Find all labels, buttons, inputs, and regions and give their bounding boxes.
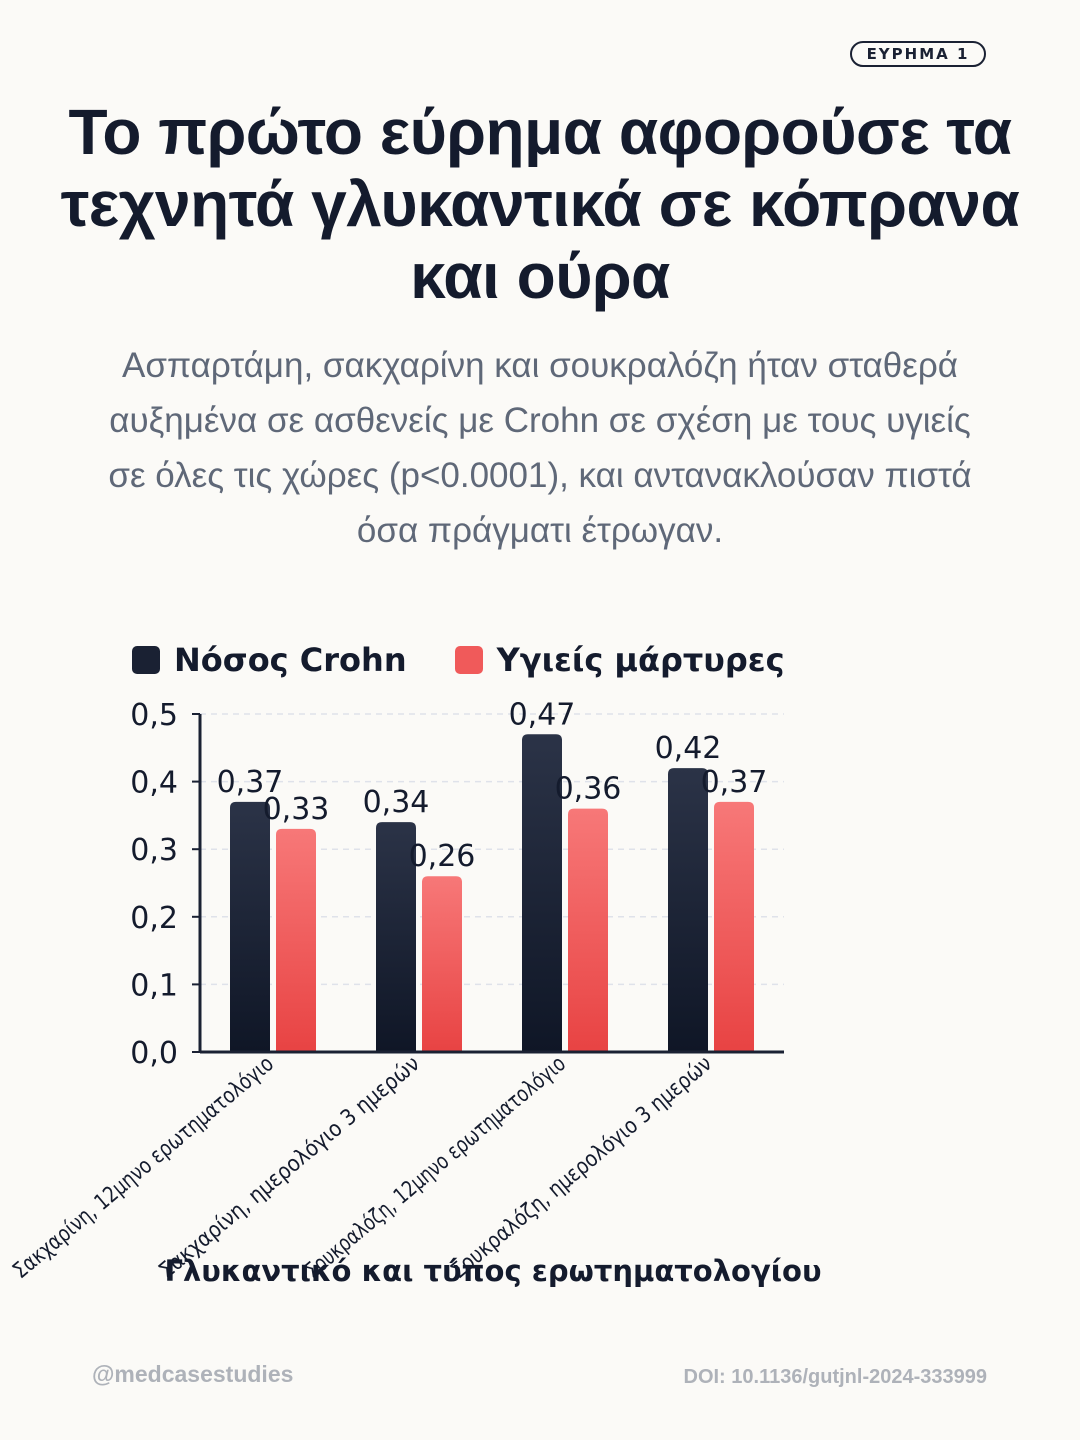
bar-crohn [522, 734, 562, 1052]
bar-control [422, 876, 462, 1052]
data-label-crohn: 0,47 [509, 697, 576, 732]
x-category-label: Σακχαρίνη, ημερολόγιο 3 ημερών [154, 1051, 424, 1284]
footer-doi: DOI: 10.1136/gutjnl-2024-333999 [683, 1366, 988, 1388]
x-category-label: Σουκραλόζη, ημερολόγιο 3 ημερών [446, 1051, 716, 1284]
bar-crohn [668, 768, 708, 1052]
data-label-control: 0,37 [701, 765, 768, 800]
page-title: Το πρώτο εύρημα αφορούσε τα τεχνητά γλυκ… [60, 96, 1020, 312]
x-category-label: Σακχαρίνη, 12μηνο ερωτηματολόγιο [8, 1051, 278, 1284]
data-labels: 0,370,33 0,340,260,470,360,420,37 [217, 697, 768, 874]
y-tick-label: 0,2 [130, 901, 178, 936]
x-category-label: Σουκραλόζη, 12μηνο ερωτηματολόγιο [300, 1051, 570, 1284]
data-label-crohn: 0,42 [655, 731, 722, 766]
y-tick-label: 0,5 [130, 698, 178, 733]
legend-label-crohn: Νόσος Crohn [174, 641, 407, 679]
legend-item-crohn: Νόσος Crohn [132, 641, 407, 679]
y-tick-label: 0,4 [130, 766, 178, 801]
legend-item-control: Υγιείς μάρτυρες [454, 641, 785, 679]
bar-control [276, 828, 316, 1052]
data-label-crohn: 0,37 [217, 765, 284, 800]
bar-control [714, 801, 754, 1052]
data-label-control: 0,33 [263, 792, 330, 827]
x-axis-title: Γλυκαντικό και τύπος ερωτηματολογίου [164, 1254, 821, 1288]
legend-label-control: Υγιείς μάρτυρες [496, 641, 785, 679]
finding-badge: ΕΥΡΗΜΑ 1 [850, 41, 986, 67]
data-label-control: 0,26 [409, 839, 476, 874]
bar-chart: 0,0 0,1 0,2 0,3 0,4 0,5 Σακχαρίνη, 12μηνο ερωτ… [8, 697, 821, 1288]
bars [230, 734, 754, 1052]
legend-swatch-control [454, 646, 483, 674]
bar-crohn [376, 822, 416, 1052]
y-tick-label: 0,1 [130, 968, 178, 1003]
data-label-crohn: 0,34 [363, 785, 430, 820]
chart-legend: Νόσος Crohn Υγιείς μάρτυρες [132, 636, 833, 684]
page-subtitle: Ασπαρτάμη, σακχαρίνη και σουκραλόζη ήταν… [108, 346, 972, 550]
legend-swatch-crohn [132, 646, 160, 674]
footer-handle: @medcasestudies [92, 1361, 294, 1387]
bar-crohn [230, 801, 270, 1052]
y-tick-label: 0,3 [130, 833, 178, 868]
bar-control [568, 808, 608, 1052]
y-tick-label: 0,0 [130, 1036, 178, 1071]
data-label-control: 0,36 [555, 772, 622, 807]
